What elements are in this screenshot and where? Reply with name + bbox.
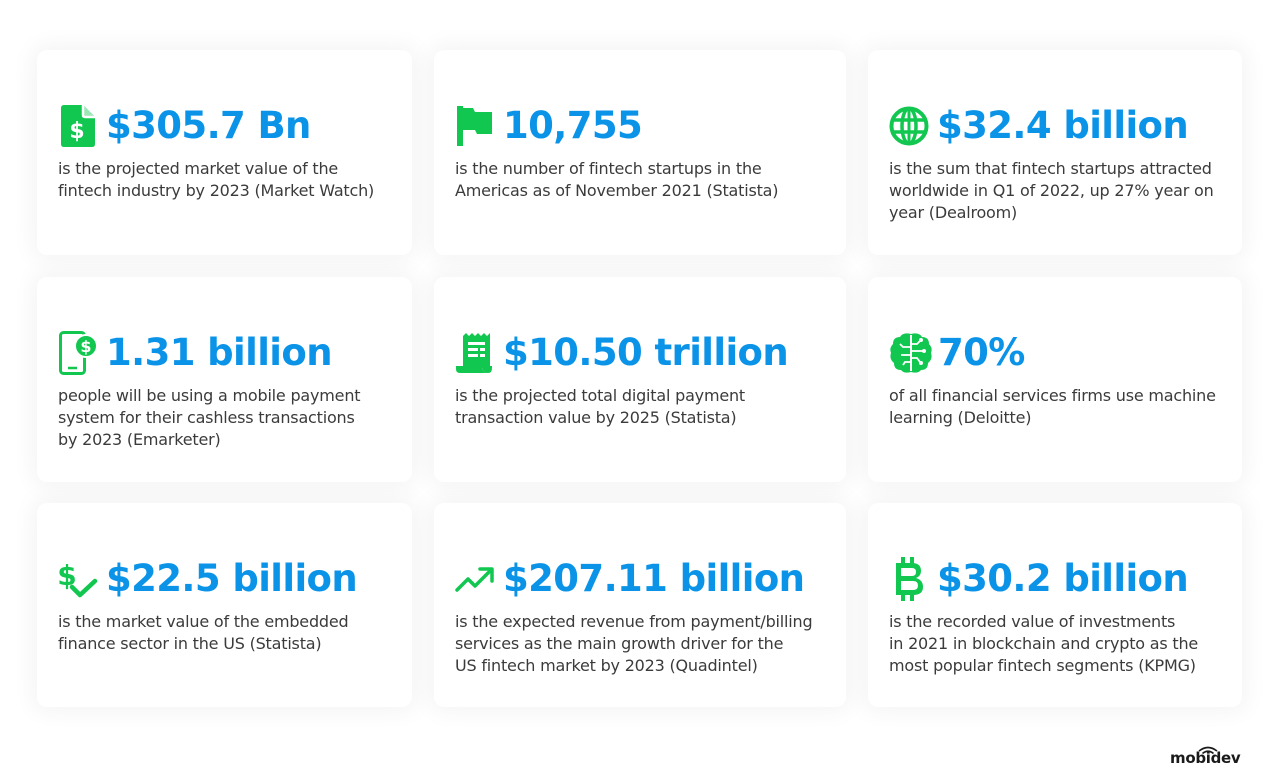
mobidev-logo: mobidev <box>1170 742 1246 766</box>
stat-card-payment-revenue: $207.11 billion is the expected revenue … <box>434 503 846 707</box>
brain-circuit-icon <box>889 331 933 375</box>
stat-value: 70% <box>938 331 1025 374</box>
stat-value: $22.5 billion <box>106 557 358 600</box>
stat-description: is the number of fintech startups in the… <box>455 159 779 200</box>
stat-card-market-value: $ $305.7 Bn is the projected market valu… <box>37 50 412 255</box>
invoice-dollar-icon: $ <box>58 104 98 148</box>
stat-value: $207.11 billion <box>503 557 805 600</box>
svg-text:$: $ <box>58 559 77 592</box>
brand-name: mobidev <box>1170 749 1241 767</box>
stat-card-startup-count: 10,755 is the number of fintech startups… <box>434 50 846 255</box>
stat-value: $305.7 Bn <box>106 104 311 147</box>
stat-value: 10,755 <box>503 104 643 147</box>
stat-card-embedded-finance: $ $22.5 billion is the market value of t… <box>37 503 412 707</box>
stat-card-machine-learning: 70% of all financial services firms use … <box>868 277 1242 482</box>
receipt-icon <box>455 331 495 375</box>
stat-value: $30.2 billion <box>937 557 1189 600</box>
stat-card-funding: $32.4 billion is the sum that fintech st… <box>868 50 1242 255</box>
stat-value: $32.4 billion <box>937 104 1189 147</box>
dollar-check-icon: $ <box>58 557 98 601</box>
svg-text:$: $ <box>80 337 91 356</box>
stat-value: 1.31 billion <box>106 331 333 374</box>
stat-description: is the projected total digital payment t… <box>455 386 745 427</box>
stat-description: people will be using a mobile payment sy… <box>58 386 361 449</box>
wifi-signal-icon <box>1198 742 1218 760</box>
mobile-payment-icon: $ <box>58 331 98 375</box>
stat-description: is the expected revenue from payment/bil… <box>455 612 813 675</box>
bitcoin-icon <box>889 557 929 601</box>
svg-text:$: $ <box>69 119 84 144</box>
trending-up-icon <box>455 557 495 601</box>
stat-description: is the projected market value of the fin… <box>58 159 375 200</box>
stat-description: of all financial services firms use mach… <box>889 386 1216 427</box>
stat-card-digital-payments: $10.50 trillion is the projected total d… <box>434 277 846 482</box>
stat-description: is the market value of the embedded fina… <box>58 612 349 653</box>
stat-description: is the sum that fintech startups attract… <box>889 159 1214 222</box>
flag-icon <box>455 104 495 148</box>
stat-card-mobile-payments: $ 1.31 billion people will be using a mo… <box>37 277 412 482</box>
globe-icon <box>889 104 929 148</box>
stat-description: is the recorded value of investments in … <box>889 612 1199 675</box>
stat-card-crypto-investments: $30.2 billion is the recorded value of i… <box>868 503 1242 707</box>
stat-value: $10.50 trillion <box>503 331 789 374</box>
